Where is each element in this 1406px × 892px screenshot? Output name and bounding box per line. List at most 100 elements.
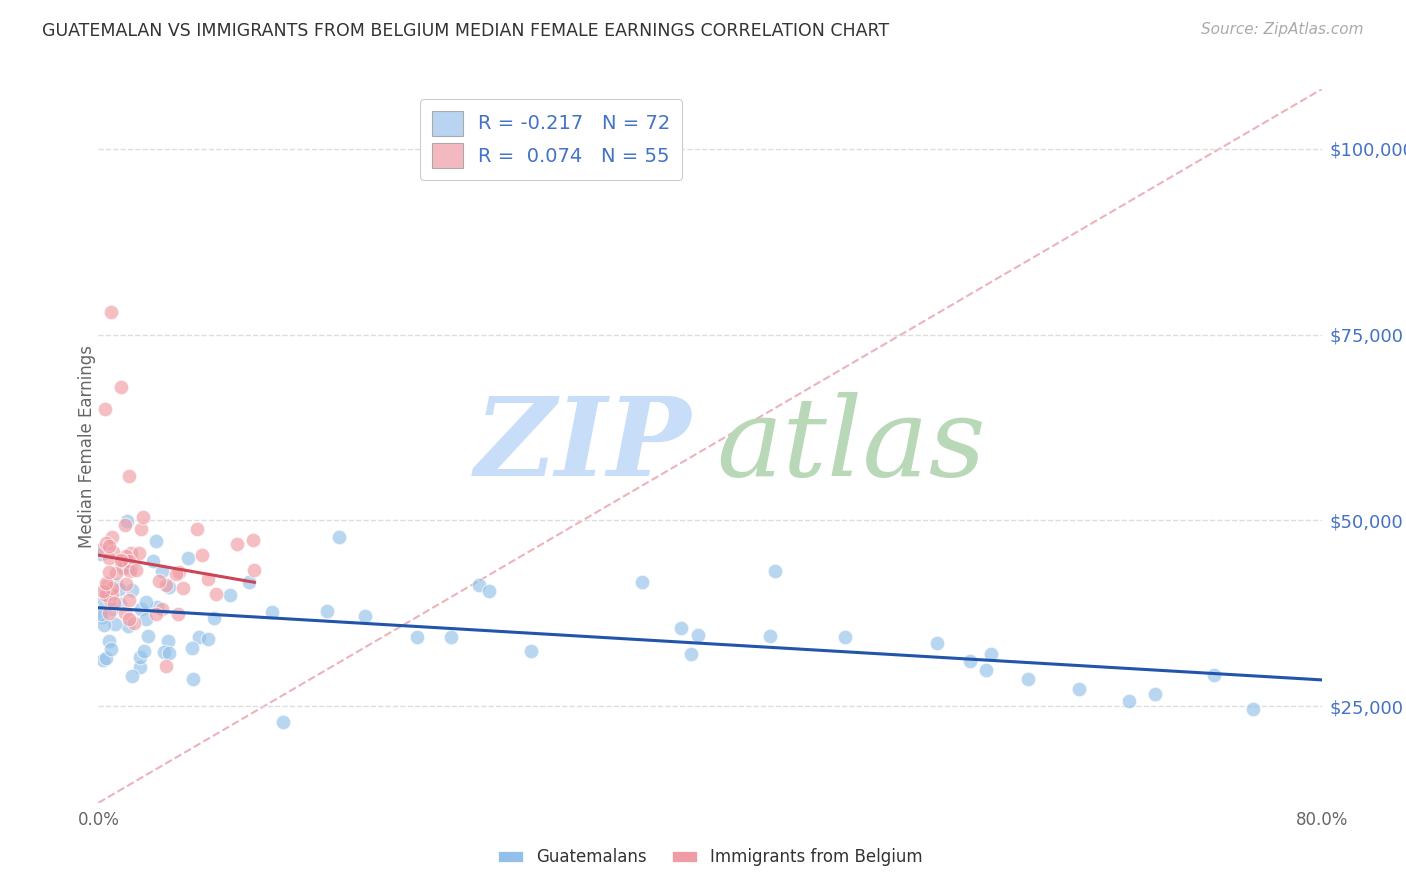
Point bbox=[260, 605, 283, 619]
Point bbox=[225, 537, 247, 551]
Point bbox=[1202, 668, 1225, 682]
Point bbox=[94, 584, 117, 599]
Point bbox=[118, 612, 141, 626]
Point bbox=[98, 584, 121, 599]
Point bbox=[94, 576, 117, 591]
Point bbox=[98, 551, 121, 566]
Point bbox=[101, 587, 124, 601]
Point bbox=[103, 596, 125, 610]
Legend: Guatemalans, Immigrants from Belgium: Guatemalans, Immigrants from Belgium bbox=[491, 842, 929, 873]
Point bbox=[1069, 682, 1091, 697]
Point bbox=[145, 607, 167, 621]
Point bbox=[834, 631, 856, 645]
Text: Source: ZipAtlas.com: Source: ZipAtlas.com bbox=[1201, 22, 1364, 37]
Point bbox=[115, 549, 138, 563]
Point bbox=[630, 574, 652, 589]
Point bbox=[186, 522, 208, 536]
Point bbox=[181, 672, 204, 686]
Point bbox=[165, 566, 187, 581]
Point bbox=[90, 547, 112, 561]
Point bbox=[98, 539, 121, 553]
Point bbox=[91, 583, 114, 598]
Point bbox=[204, 611, 226, 625]
Point bbox=[110, 379, 132, 393]
Point bbox=[468, 578, 491, 592]
Text: GUATEMALAN VS IMMIGRANTS FROM BELGIUM MEDIAN FEMALE EARNINGS CORRELATION CHART: GUATEMALAN VS IMMIGRANTS FROM BELGIUM ME… bbox=[42, 22, 890, 40]
Point bbox=[115, 576, 138, 591]
Point bbox=[155, 578, 177, 592]
Point bbox=[93, 593, 115, 607]
Point bbox=[135, 612, 157, 626]
Point bbox=[204, 587, 226, 601]
Point bbox=[187, 630, 209, 644]
Point bbox=[120, 561, 142, 575]
Point bbox=[128, 546, 150, 560]
Point bbox=[759, 629, 782, 643]
Point bbox=[671, 622, 693, 636]
Point bbox=[520, 644, 543, 658]
Point bbox=[238, 575, 260, 590]
Point bbox=[121, 669, 143, 683]
Point bbox=[679, 647, 702, 661]
Point bbox=[98, 634, 121, 648]
Point bbox=[104, 566, 127, 581]
Point bbox=[132, 509, 155, 524]
Point bbox=[353, 608, 375, 623]
Point bbox=[129, 602, 152, 616]
Point bbox=[145, 534, 167, 549]
Point bbox=[129, 522, 152, 536]
Point bbox=[91, 652, 114, 666]
Point bbox=[104, 616, 127, 631]
Point bbox=[98, 566, 121, 580]
Point bbox=[243, 564, 266, 578]
Point bbox=[328, 530, 350, 544]
Point bbox=[94, 536, 117, 550]
Point bbox=[114, 560, 136, 574]
Point bbox=[118, 593, 141, 607]
Text: atlas: atlas bbox=[716, 392, 986, 500]
Point bbox=[96, 588, 118, 602]
Point bbox=[117, 619, 139, 633]
Point bbox=[156, 634, 179, 648]
Point bbox=[135, 595, 157, 609]
Point bbox=[121, 582, 143, 597]
Point bbox=[142, 554, 165, 568]
Point bbox=[90, 607, 112, 621]
Point bbox=[148, 574, 170, 588]
Point bbox=[980, 647, 1002, 661]
Point bbox=[93, 618, 115, 632]
Point bbox=[96, 578, 118, 592]
Point bbox=[89, 543, 111, 558]
Point bbox=[218, 588, 240, 602]
Point bbox=[157, 646, 180, 660]
Point bbox=[166, 607, 188, 622]
Point bbox=[197, 632, 219, 647]
Point bbox=[316, 604, 339, 618]
Point bbox=[686, 628, 709, 642]
Point bbox=[242, 533, 264, 548]
Point bbox=[1241, 701, 1264, 715]
Point bbox=[124, 563, 146, 577]
Point bbox=[128, 660, 150, 674]
Point bbox=[114, 517, 136, 532]
Point bbox=[115, 514, 138, 528]
Point bbox=[132, 644, 155, 658]
Point bbox=[108, 582, 131, 596]
Point bbox=[105, 578, 128, 592]
Point bbox=[157, 580, 180, 594]
Point bbox=[1143, 687, 1166, 701]
Point bbox=[271, 714, 294, 729]
Point bbox=[111, 561, 134, 575]
Point bbox=[150, 565, 173, 579]
Point bbox=[122, 616, 145, 631]
Point bbox=[172, 581, 194, 595]
Point bbox=[197, 573, 219, 587]
Point bbox=[191, 548, 214, 562]
Point bbox=[177, 550, 200, 565]
Point bbox=[150, 602, 173, 616]
Point bbox=[94, 650, 117, 665]
Point bbox=[108, 554, 131, 568]
Point bbox=[1118, 694, 1140, 708]
Point bbox=[97, 606, 120, 620]
Point bbox=[93, 401, 115, 416]
